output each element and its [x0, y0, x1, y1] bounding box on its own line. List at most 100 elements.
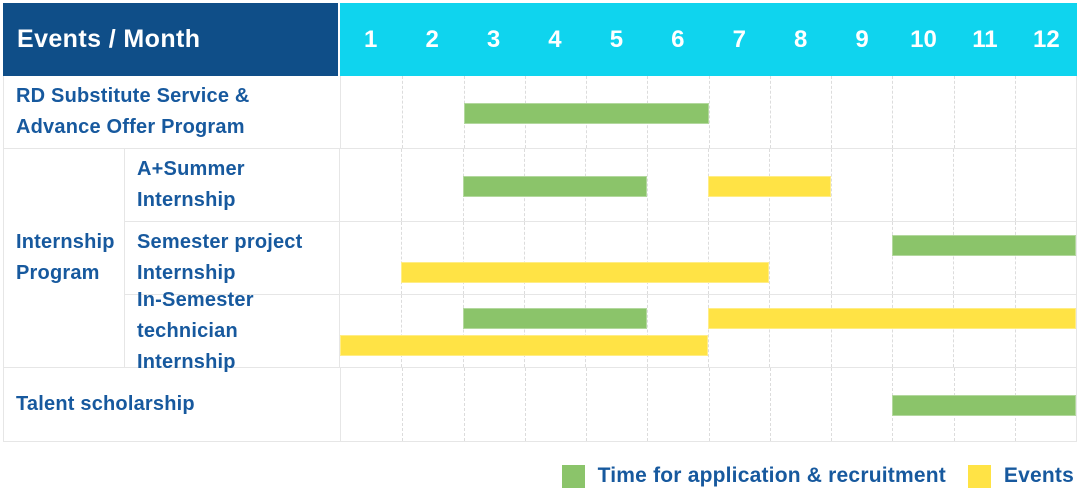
month-gridline	[402, 76, 404, 148]
month-label: 4	[548, 25, 562, 53]
row-label-talent-scholarship: Talent scholarship	[4, 368, 341, 441]
month-gridline	[953, 76, 955, 148]
legend-item-recruitment: Time for application & recruitment	[561, 464, 946, 488]
month-gridline	[402, 368, 404, 441]
month-label: 3	[486, 25, 501, 53]
row-label-line: Advance Offer Program	[16, 116, 245, 138]
month-gridline	[646, 222, 648, 294]
month-gridline	[769, 222, 771, 294]
month-gridline	[524, 368, 526, 441]
month-label: 11	[972, 25, 998, 53]
month-gridline	[586, 368, 587, 441]
row-semester-project: Semester project Internship	[125, 222, 1076, 295]
row-a-plus-summer: A+Summer Internship	[125, 149, 1076, 222]
month-gridline	[1014, 295, 1016, 367]
gantt-bar-recruitment	[892, 395, 1076, 416]
month-label: 1	[364, 25, 378, 53]
month-gridline	[708, 295, 709, 367]
row-label-line: Talent scholarship	[16, 393, 195, 415]
month-gridline	[401, 295, 403, 367]
gantt-bar-recruitment	[462, 176, 647, 197]
month-gridline	[646, 149, 648, 221]
month-gridline	[1014, 149, 1016, 221]
month-gridline	[892, 222, 893, 294]
month-gridline	[463, 368, 465, 441]
month-gridline	[953, 149, 955, 221]
timeline-semester-project	[340, 222, 1076, 294]
header-events-month: Events / Month	[3, 3, 338, 76]
month-gridline	[831, 76, 832, 148]
green-swatch-icon	[561, 464, 585, 488]
row-label-in-semester-technician: In-Semester technician Internship	[125, 289, 340, 373]
month-gridline	[830, 149, 832, 221]
month-gridline	[401, 149, 403, 221]
month-label: 7	[732, 25, 746, 53]
row-rd-substitute: RD Substitute Service & Advance Offer Pr…	[4, 76, 1076, 149]
gantt-bar-recruitment	[892, 235, 1076, 256]
gantt-bar-recruitment	[463, 103, 709, 124]
month-label: 12	[1033, 25, 1060, 53]
gantt-bar-event	[401, 262, 770, 283]
month-gridline	[830, 295, 832, 367]
group-label-line: Internship	[16, 231, 115, 253]
month-header-row: 1 2 3 4 5 6 7 8 9 10 11 12	[340, 3, 1077, 76]
row-label-rd-substitute: RD Substitute Service & Advance Offer Pr…	[4, 76, 341, 148]
month-gridline	[830, 222, 832, 294]
legend-item-events: Events	[967, 464, 1074, 488]
row-label-a-plus-summer: A+Summer Internship	[125, 149, 340, 221]
row-label-line: Internship	[137, 262, 236, 284]
month-gridline	[708, 368, 710, 441]
timeline-in-semester-technician	[340, 295, 1076, 367]
table-body: RD Substitute Service & Advance Offer Pr…	[3, 76, 1077, 442]
month-gridline	[462, 222, 464, 294]
month-gridline	[646, 295, 648, 367]
gantt-bar-event	[340, 335, 708, 356]
month-label: 9	[855, 25, 869, 53]
gantt-bar-recruitment	[462, 308, 647, 329]
row-label-line: Semester project	[137, 231, 303, 253]
month-gridline	[585, 222, 587, 294]
month-gridline	[708, 76, 710, 148]
legend-label-recruitment: Time for application & recruitment	[597, 464, 946, 487]
month-gridline	[892, 295, 893, 367]
events-table: Events / Month 1 2 3 4 5 6 7 8 9 10 11 12 RD Substi…	[3, 3, 1077, 442]
month-gridline	[769, 76, 771, 148]
month-gridline	[831, 368, 832, 441]
month-gridline	[647, 368, 649, 441]
month-label: 10	[910, 25, 937, 53]
month-gridline	[892, 149, 893, 221]
month-label: 6	[671, 25, 685, 53]
gantt-bar-event	[708, 176, 831, 197]
timeline-a-plus-summer	[340, 149, 1076, 221]
row-label-line: A+Summer	[137, 158, 245, 180]
month-gridline	[708, 222, 709, 294]
row-in-semester-technician: In-Semester technician Internship	[125, 289, 1076, 373]
yellow-swatch-icon	[967, 464, 991, 488]
internship-subrows: A+Summer Internship Semester project Int…	[125, 149, 1076, 373]
row-talent-scholarship: Talent scholarship	[4, 368, 1076, 441]
month-gridline	[524, 222, 525, 294]
row-label-line: Internship	[137, 189, 236, 211]
month-gridline	[892, 76, 894, 148]
row-label-line: RD Substitute Service &	[16, 85, 250, 107]
group-label-line: Program	[16, 262, 100, 284]
row-label-line: technician Internship	[137, 319, 238, 373]
month-gridline	[1014, 76, 1016, 148]
month-gridline	[769, 295, 771, 367]
month-gridline	[769, 368, 771, 441]
month-gridline	[953, 295, 955, 367]
month-label: 2	[425, 25, 439, 53]
timeline-talent-scholarship	[341, 368, 1076, 441]
month-gridline	[953, 222, 955, 294]
legend-label-events: Events	[1003, 464, 1074, 487]
month-gridline	[585, 295, 587, 367]
month-label: 5	[609, 25, 624, 53]
month-gridline	[401, 222, 403, 294]
table-header-row: Events / Month 1 2 3 4 5 6 7 8 9 10 11 12	[3, 3, 1077, 76]
row-group-internship-program: Internship Program A+Summer Internship S…	[4, 149, 1076, 373]
month-label: 8	[793, 25, 808, 53]
gantt-bar-event	[708, 308, 1076, 329]
row-label-line: In-Semester	[137, 288, 254, 311]
month-gridline	[524, 295, 525, 367]
